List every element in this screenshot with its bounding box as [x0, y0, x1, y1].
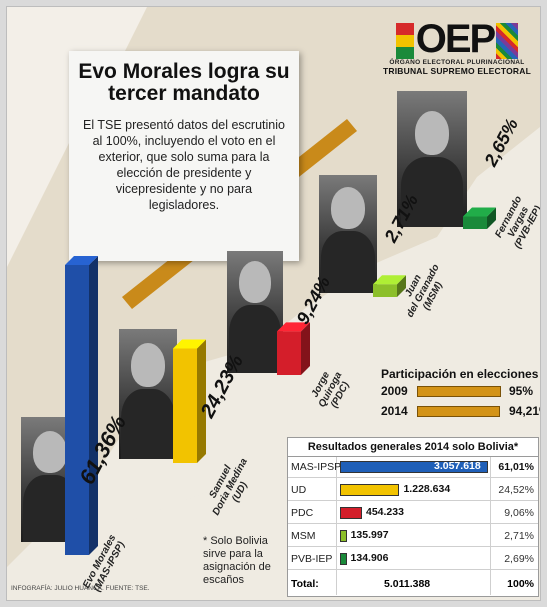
- participation-title: Participación en elecciones: [381, 367, 539, 381]
- infographic-frame: OEP ÓRGANO ELECTORAL PLURINACIONAL TRIBU…: [6, 6, 541, 601]
- results-party: PDC: [291, 507, 314, 519]
- candidate-photo-evo-morales: [21, 417, 79, 542]
- results-bar: [340, 530, 347, 542]
- footnote: * Solo Bolivia sirve para la asignación …: [203, 535, 271, 586]
- results-pct: 2,69%: [504, 553, 534, 565]
- results-row-msm: MSM 135.997 2,71%: [288, 526, 538, 547]
- results-total-row: Total: 5.011.388 100%: [288, 574, 538, 594]
- results-total-pct: 100%: [507, 578, 534, 590]
- flag-yellow-stripe: [395, 35, 414, 47]
- participation-year: 2014: [381, 404, 408, 418]
- results-table: Resultados generales 2014 solo Bolivia* …: [287, 437, 539, 597]
- logo-org-line: ÓRGANO ELECTORAL PLURINACIONAL: [389, 59, 525, 66]
- flag-red-stripe: [395, 23, 414, 35]
- results-votes: 134.906: [350, 552, 389, 564]
- participation-value: 94,21%: [509, 404, 540, 418]
- results-bar: [340, 484, 400, 496]
- results-votes: 1.228.634: [403, 483, 451, 495]
- results-pct: 9,06%: [504, 507, 534, 519]
- results-divider-left: [336, 457, 337, 595]
- results-row-ud: UD 1.228.634 24,52%: [288, 480, 538, 501]
- results-pct: 24,52%: [498, 484, 534, 496]
- results-party: MAS-IPSP: [291, 461, 342, 473]
- candidate-photo-juan-del-granado: [319, 175, 377, 293]
- results-bar: [340, 553, 347, 565]
- participation-bar: [417, 386, 501, 397]
- results-votes: 135.997: [350, 529, 389, 541]
- results-row-mas-ipsp: MAS-IPSP 3.057.618 61,01%: [288, 457, 538, 478]
- results-total-label: Total:: [291, 578, 319, 590]
- logo-mark: OEP: [382, 15, 532, 59]
- participation-year: 2009: [381, 384, 408, 398]
- results-bar: [340, 461, 488, 473]
- logo-tribunal-line: TRIBUNAL SUPREMO ELECTORAL: [383, 66, 531, 76]
- participation-bar: [417, 406, 500, 417]
- results-party: UD: [291, 484, 307, 496]
- credit-line: INFOGRAFÍA: JULIO HUANCA. FUENTE: TSE.: [11, 585, 150, 592]
- headline-title: Evo Morales logra su tercer mandato: [78, 60, 290, 105]
- results-row-pvb-iep: PVB-IEP 134.906 2,69%: [288, 549, 538, 570]
- candidate-photo-jorge-quiroga: [227, 251, 283, 373]
- candidate-photo-fernando-vargas: [397, 91, 467, 227]
- results-votes: 3.057.618: [434, 460, 481, 472]
- results-party: MSM: [291, 530, 316, 542]
- results-divider-right: [490, 457, 491, 595]
- candidate-photo-samuel-doria-medina: [119, 329, 177, 459]
- results-title: Resultados generales 2014 solo Bolivia*: [288, 438, 538, 457]
- results-pct: 2,71%: [504, 530, 534, 542]
- results-total-votes: 5.011.388: [384, 578, 431, 590]
- results-party: PVB-IEP: [291, 553, 333, 565]
- results-pct: 61,01%: [498, 461, 534, 473]
- participation-value: 95%: [509, 384, 534, 398]
- logo-letters: OEP: [415, 17, 496, 61]
- results-bar: [340, 507, 362, 519]
- flag-green-stripe: [395, 47, 414, 59]
- wiphala-flag-icon: [496, 23, 519, 59]
- results-row-pdc: PDC 454.233 9,06%: [288, 503, 538, 524]
- headline-card: Evo Morales logra su tercer mandato El T…: [69, 51, 299, 261]
- results-votes: 454.233: [365, 506, 404, 518]
- headline-body: El TSE presentó datos del escrutinio al …: [83, 118, 285, 212]
- oep-logo: OEP ÓRGANO ELECTORAL PLURINACIONAL TRIBU…: [382, 15, 532, 76]
- bolivia-flag-icon: [395, 23, 414, 59]
